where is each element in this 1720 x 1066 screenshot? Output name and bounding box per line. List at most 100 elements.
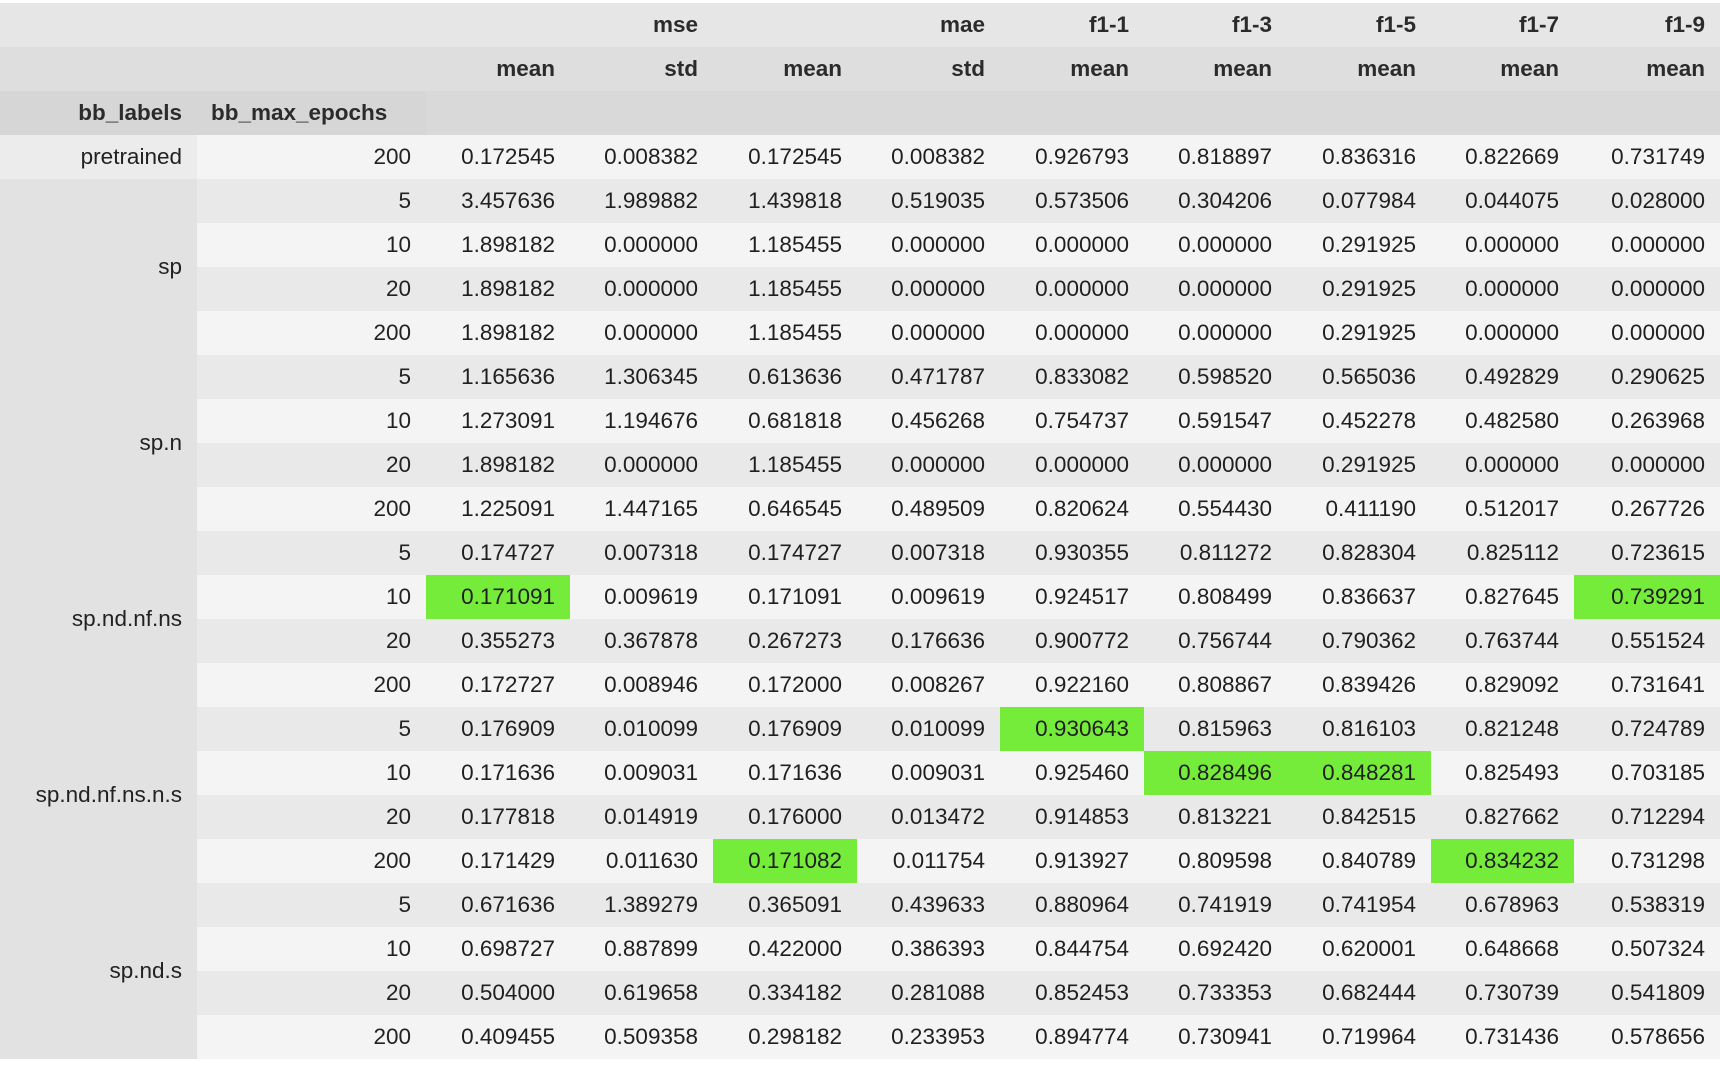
row-label-bb-labels: sp.nd.nf.ns: [0, 531, 197, 707]
row-label-bb-labels: sp.nd.s: [0, 883, 197, 1059]
table-row: 10 1.898182 0.000000 1.185455 0.000000 0.0000…: [0, 223, 1720, 267]
table-cell: 0.671636: [426, 883, 570, 927]
table-cell: 0.827662: [1431, 795, 1575, 839]
table-cell: 0.591547: [1144, 399, 1288, 443]
table-cell: 0.509358: [570, 1015, 714, 1059]
table-cell: 0.000000: [1000, 443, 1145, 487]
header-stat-f1-7-mean: mean: [1431, 47, 1575, 91]
table-cell: 0.439633: [857, 883, 1001, 927]
table-cell: 1.898182: [426, 267, 570, 311]
table-cell: 0.646545: [713, 487, 858, 531]
header-blank: [1287, 91, 1432, 135]
table-cell: 0.263968: [1574, 399, 1720, 443]
row-label-max-epochs: 5: [197, 707, 426, 751]
table-cell: 0.176909: [426, 707, 570, 751]
highlighted-best-cell: 0.739291: [1574, 575, 1720, 619]
table-cell: 0.172727: [426, 663, 570, 707]
table-cell: 0.703185: [1574, 751, 1720, 795]
table-cell: 0.811272: [1144, 531, 1288, 575]
table-cell: 0.000000: [570, 267, 714, 311]
table-cell: 0.731436: [1431, 1015, 1575, 1059]
table-cell: 0.852453: [1000, 971, 1145, 1015]
table-cell: 0.044075: [1431, 179, 1575, 223]
table-cell: 0.304206: [1144, 179, 1288, 223]
table-cell: 0.723615: [1574, 531, 1720, 575]
table-cell: 0.836637: [1287, 575, 1432, 619]
table-cell: 0.808499: [1144, 575, 1288, 619]
table-cell: 0.825112: [1431, 531, 1575, 575]
table-cell: 0.790362: [1287, 619, 1432, 663]
table-cell: 0.924517: [1000, 575, 1145, 619]
table-cell: 0.818897: [1144, 135, 1288, 179]
table-cell: 0.741919: [1144, 883, 1288, 927]
index-name-bb-max-epochs: bb_max_epochs: [197, 91, 426, 135]
table-cell: 0.840789: [1287, 839, 1432, 883]
table-cell: 0.267726: [1574, 487, 1720, 531]
table-cell: 0.000000: [1144, 267, 1288, 311]
table-cell: 0.000000: [1000, 267, 1145, 311]
table-cell: 0.922160: [1000, 663, 1145, 707]
table-cell: 0.077984: [1287, 179, 1432, 223]
table-cell: 0.825493: [1431, 751, 1575, 795]
table-row: 10 0.171636 0.009031 0.171636 0.009031 0.9254…: [0, 751, 1720, 795]
header-stat-f1-1-mean: mean: [1000, 47, 1145, 91]
table-cell: 0.000000: [1000, 311, 1145, 355]
table-cell: 0.880964: [1000, 883, 1145, 927]
table-cell: 0.827645: [1431, 575, 1575, 619]
table-cell: 0.009031: [570, 751, 714, 795]
table-cell: 1.898182: [426, 223, 570, 267]
table-cell: 0.172545: [713, 135, 858, 179]
table-cell: 0.013472: [857, 795, 1001, 839]
table-cell: 1.989882: [570, 179, 714, 223]
table-cell: 0.000000: [570, 311, 714, 355]
row-label-max-epochs: 5: [197, 883, 426, 927]
row-label-max-epochs: 200: [197, 1015, 426, 1059]
table-cell: 0.008382: [857, 135, 1001, 179]
row-label-bb-labels: sp.n: [0, 355, 197, 531]
table-cell: 0.000000: [1574, 223, 1720, 267]
table-cell: 0.171091: [713, 575, 858, 619]
table-cell: 0.541809: [1574, 971, 1720, 1015]
table-cell: 0.613636: [713, 355, 858, 399]
row-label-max-epochs: 200: [197, 487, 426, 531]
table-cell: 0.176636: [857, 619, 1001, 663]
table-cell: 0.174727: [426, 531, 570, 575]
header-blank: [1574, 91, 1720, 135]
table-cell: 0.422000: [713, 927, 858, 971]
table-cell: 1.185455: [713, 223, 858, 267]
table-cell: 0.836316: [1287, 135, 1432, 179]
table-cell: 0.000000: [1574, 311, 1720, 355]
table-row: pretrained 200 0.172545 0.008382 0.172545 0.0…: [0, 135, 1720, 179]
table-cell: 0.692420: [1144, 927, 1288, 971]
table-cell: 0.815963: [1144, 707, 1288, 751]
table-cell: 0.822669: [1431, 135, 1575, 179]
table-cell: 0.930355: [1000, 531, 1145, 575]
table-cell: 0.619658: [570, 971, 714, 1015]
table-cell: 0.411190: [1287, 487, 1432, 531]
table-cell: 0.842515: [1287, 795, 1432, 839]
table-cell: 0.176909: [713, 707, 858, 751]
table-cell: 0.386393: [857, 927, 1001, 971]
table-cell: 0.456268: [857, 399, 1001, 443]
header-blank: [0, 47, 197, 91]
table-cell: 0.171636: [426, 751, 570, 795]
row-label-max-epochs: 20: [197, 267, 426, 311]
table-cell: 1.225091: [426, 487, 570, 531]
table-cell: 1.185455: [713, 443, 858, 487]
table-cell: 0.730941: [1144, 1015, 1288, 1059]
row-label-max-epochs: 20: [197, 443, 426, 487]
row-label-max-epochs: 20: [197, 619, 426, 663]
table-row: 10 1.273091 1.194676 0.681818 0.456268 0.7547…: [0, 399, 1720, 443]
header-stat-mae-mean: mean: [713, 47, 858, 91]
table-cell: 0.482580: [1431, 399, 1575, 443]
table-row: 200 0.172727 0.008946 0.172000 0.008267 0.922…: [0, 663, 1720, 707]
table-row: sp 5 3.457636 1.989882 1.439818 0.519035 0.573…: [0, 179, 1720, 355]
table-cell: 1.439818: [713, 179, 858, 223]
table-cell: 0.724789: [1574, 707, 1720, 751]
table-cell: 0.712294: [1574, 795, 1720, 839]
table-cell: 0.176000: [713, 795, 858, 839]
table-cell: 0.000000: [857, 443, 1001, 487]
header-stat-f1-5-mean: mean: [1287, 47, 1432, 91]
table-cell: 0.000000: [1144, 443, 1288, 487]
